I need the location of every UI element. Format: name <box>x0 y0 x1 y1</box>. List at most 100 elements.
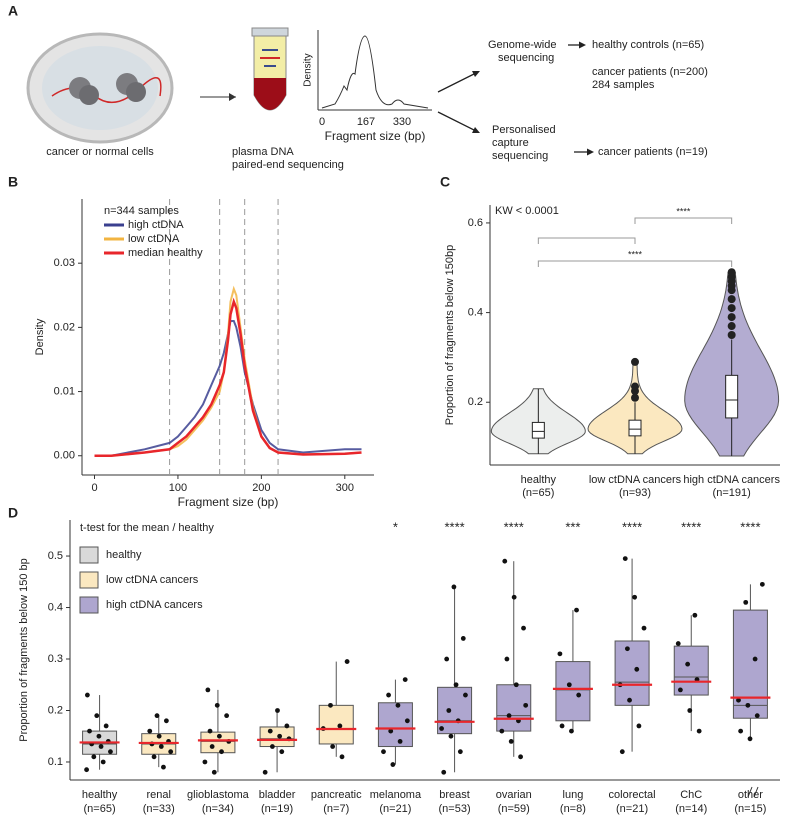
data-point <box>163 718 169 724</box>
x-tick-label: high ctDNA cancers <box>683 474 780 486</box>
arrows <box>437 44 590 153</box>
legend-swatch <box>79 571 99 589</box>
data-point <box>622 556 628 562</box>
data-point <box>738 728 744 734</box>
n-label: (n=59) <box>498 803 530 815</box>
data-point <box>759 581 765 587</box>
data-point <box>147 728 153 734</box>
box <box>496 684 532 732</box>
data-point <box>446 708 452 713</box>
x-tick-label: healthy <box>82 789 118 801</box>
data-point <box>214 702 220 708</box>
data-point <box>576 692 582 698</box>
y-tick-label: 0.4 <box>468 306 483 318</box>
data-point <box>574 607 579 613</box>
significance-label: * <box>393 519 398 534</box>
x-tick-label: 0 <box>91 482 97 494</box>
y-tick-label: 0.02 <box>54 321 75 333</box>
outlier <box>727 331 736 339</box>
data-point <box>451 584 457 590</box>
significance-label: **** <box>628 249 643 259</box>
data-point <box>156 733 162 739</box>
x-tick-label: other <box>738 789 763 801</box>
x-tick-label: colorectal <box>609 789 656 801</box>
data-point <box>224 713 230 719</box>
legend-title: t-test for the mean / healthy <box>80 522 214 534</box>
inset-density <box>317 30 432 111</box>
y-tick-label: 0.03 <box>54 257 75 269</box>
outlier <box>727 304 736 313</box>
data-point <box>457 749 463 755</box>
n-label: (n=53) <box>439 803 471 815</box>
y-tick-label: 0.5 <box>48 550 63 562</box>
box <box>628 419 642 437</box>
n-label: (n=21) <box>379 803 411 815</box>
data-point <box>108 749 113 755</box>
data-point <box>267 728 273 734</box>
n-label: (n=21) <box>616 803 648 815</box>
data-point <box>444 656 450 662</box>
data-point <box>453 682 459 688</box>
data-point <box>91 754 97 760</box>
inset-tick-label: 0 <box>319 116 325 128</box>
inset-tick-label: 330 <box>393 116 411 128</box>
outlier <box>631 357 639 366</box>
axis-title: Density <box>34 318 46 355</box>
series-line <box>94 297 362 457</box>
x-tick-label: ovarian <box>496 789 532 801</box>
n-label: (n=14) <box>675 803 707 815</box>
y-tick-label: 0.2 <box>468 396 483 408</box>
significance-label: **** <box>504 519 524 534</box>
data-point <box>696 728 702 734</box>
data-point <box>397 738 403 744</box>
data-point <box>84 767 89 773</box>
box <box>531 421 545 439</box>
data-point <box>98 744 104 749</box>
y-tick-label: 0.2 <box>48 704 63 716</box>
outlier <box>631 393 639 402</box>
data-point <box>402 677 408 683</box>
data-point <box>499 728 505 734</box>
data-point <box>390 762 396 767</box>
data-point <box>523 702 529 708</box>
panel-label: A <box>8 3 18 19</box>
data-point <box>439 726 444 731</box>
genome-wide: Genome-wide <box>488 39 556 51</box>
capture-label: sequencing <box>492 150 548 162</box>
n-label: (n=8) <box>560 803 586 815</box>
data-point <box>448 733 454 739</box>
x-tick-label: lung <box>563 789 584 801</box>
axis-title: Proportion of fragments below 150 bp <box>18 558 30 741</box>
axis-break <box>747 786 759 798</box>
panel-label: D <box>8 505 18 521</box>
x-tick-label: low ctDNA cancers <box>589 474 682 486</box>
legend-label: healthy <box>106 549 142 561</box>
data-point <box>395 702 401 708</box>
data-point <box>506 713 512 719</box>
x-tick-label: breast <box>439 789 470 801</box>
annotation: KW < 0.0001 <box>495 205 559 217</box>
x-tick-label: renal <box>147 789 171 801</box>
x-tick-label: 300 <box>336 482 354 494</box>
data-point <box>508 738 514 744</box>
tube <box>251 27 289 111</box>
data-point <box>100 759 106 765</box>
plasma-label: paired-end sequencing <box>232 159 344 171</box>
panel-label: C <box>440 174 450 190</box>
data-point <box>747 736 753 742</box>
genome-result: healthy controls (n=65) <box>592 39 704 51</box>
capture-label: Personalised <box>492 124 556 136</box>
y-tick-label: 0.4 <box>48 601 63 613</box>
data-point <box>463 692 468 698</box>
x-tick-label: melanoma <box>370 789 422 801</box>
n-label: (n=191) <box>713 487 751 499</box>
data-point <box>675 641 681 646</box>
data-point <box>205 687 211 693</box>
data-point <box>692 612 698 618</box>
outlier <box>727 295 736 304</box>
data-point <box>636 723 642 729</box>
x-tick-label: glioblastoma <box>187 789 250 801</box>
data-point <box>381 749 386 755</box>
significance-label: **** <box>622 519 642 534</box>
